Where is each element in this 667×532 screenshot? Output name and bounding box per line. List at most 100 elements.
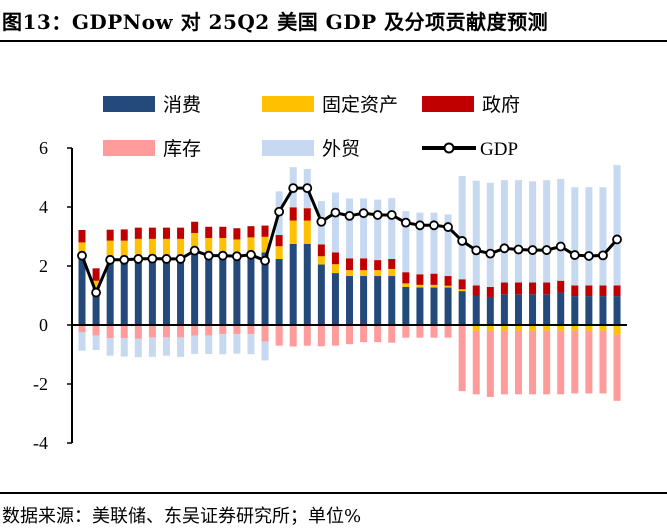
bar-1-37 <box>599 325 607 331</box>
gdp-point <box>583 251 594 261</box>
source-divider <box>0 492 667 494</box>
bar-1-2 <box>106 240 114 259</box>
bar-0-5 <box>148 257 156 325</box>
bar-4-36 <box>585 187 593 286</box>
bar-2-14 <box>275 235 283 247</box>
bar-1-23 <box>402 283 410 287</box>
legend-label-5: GDP <box>480 139 518 160</box>
bar-0-24 <box>416 287 424 325</box>
bar-0-0 <box>78 255 86 325</box>
bar-1-11 <box>233 239 241 257</box>
bar-3-35 <box>571 330 579 394</box>
bar-3-32 <box>529 330 537 395</box>
y-tick-label: 0 <box>39 315 48 335</box>
bar-2-20 <box>360 258 368 271</box>
bar-0-13 <box>261 252 269 325</box>
bar-3-17 <box>317 325 325 347</box>
gdp-point <box>260 255 270 266</box>
bar-3-6 <box>162 325 170 338</box>
gdp-point <box>499 243 510 254</box>
bar-1-24 <box>416 284 424 288</box>
bar-0-22 <box>388 276 396 325</box>
bar-2-16 <box>303 208 311 221</box>
chart-title: 图13：GDPNow 对 25Q2 美国 GDP 及分项贡献度预测 <box>2 10 549 34</box>
bar-1-5 <box>148 238 156 258</box>
bar-2-22 <box>388 258 396 269</box>
bar-4-24 <box>416 212 424 275</box>
bar-2-29 <box>486 286 494 297</box>
gdp-point <box>91 287 101 298</box>
bar-3-37 <box>599 330 607 394</box>
bar-2-36 <box>585 285 593 297</box>
source-note: 数据来源：美联储、东吴证券研究所；单位% <box>2 506 362 527</box>
bar-1-25 <box>430 284 438 288</box>
bar-0-28 <box>472 295 480 325</box>
bar-4-4 <box>134 338 142 358</box>
bar-0-11 <box>233 256 241 325</box>
bar-3-23 <box>402 325 410 338</box>
gdp-point <box>485 248 496 259</box>
gdp-point <box>555 241 566 252</box>
gdp-point <box>189 245 200 256</box>
bar-3-21 <box>374 325 382 343</box>
bar-3-30 <box>500 330 508 395</box>
bar-3-19 <box>346 325 354 345</box>
bar-0-19 <box>346 276 354 325</box>
bar-0-33 <box>543 294 551 325</box>
bar-2-6 <box>162 227 170 239</box>
bar-1-26 <box>444 285 452 288</box>
bar-2-27 <box>458 279 466 290</box>
bar-3-0 <box>78 325 86 333</box>
y-tick-label: 4 <box>39 197 48 217</box>
bar-2-18 <box>331 252 339 265</box>
bar-3-5 <box>148 325 156 338</box>
gdp-point <box>429 220 439 231</box>
gdp-point <box>302 183 313 194</box>
bar-1-33 <box>543 325 551 331</box>
bar-0-35 <box>571 296 579 325</box>
axes: 6 4 2 0 -2 -4 <box>33 138 627 453</box>
gdp-point <box>400 217 411 228</box>
bar-1-8 <box>191 232 199 251</box>
bar-2-15 <box>289 207 297 221</box>
bar-2-8 <box>191 221 199 233</box>
bar-3-36 <box>585 330 593 394</box>
y-tick-label: 6 <box>39 138 48 158</box>
gdp-point <box>612 234 622 245</box>
bar-1-27 <box>458 289 466 292</box>
bar-2-11 <box>233 228 241 240</box>
bar-1-6 <box>162 238 170 258</box>
bar-3-12 <box>247 325 255 335</box>
bar-3-34 <box>557 330 565 395</box>
bar-1-31 <box>514 325 522 331</box>
bar-1-29 <box>486 325 494 331</box>
bar-3-9 <box>205 325 213 336</box>
gdp-point <box>386 210 397 220</box>
bar-4-1 <box>92 335 100 351</box>
gdp-point <box>133 254 144 264</box>
bar-3-4 <box>134 325 142 339</box>
bar-3-29 <box>486 330 494 397</box>
gdp-point <box>77 250 87 261</box>
bar-1-7 <box>177 238 185 258</box>
bar-2-1 <box>92 268 100 281</box>
bar-3-26 <box>444 325 452 338</box>
bar-3-33 <box>543 330 551 395</box>
legend-label-2: 政府 <box>482 94 520 116</box>
bar-2-17 <box>317 244 325 257</box>
bar-3-7 <box>177 325 185 338</box>
bar-1-4 <box>134 238 142 259</box>
bar-4-23 <box>402 211 410 273</box>
bar-1-1 <box>92 280 100 288</box>
bar-0-37 <box>599 296 607 325</box>
bar-0-3 <box>120 258 128 325</box>
bar-0-34 <box>557 292 565 325</box>
gdp-point <box>513 244 524 255</box>
bar-0-10 <box>219 255 227 325</box>
bar-0-12 <box>247 255 255 325</box>
bar-4-10 <box>219 334 227 355</box>
bar-1-16 <box>303 220 311 244</box>
gdp-point <box>541 245 552 255</box>
